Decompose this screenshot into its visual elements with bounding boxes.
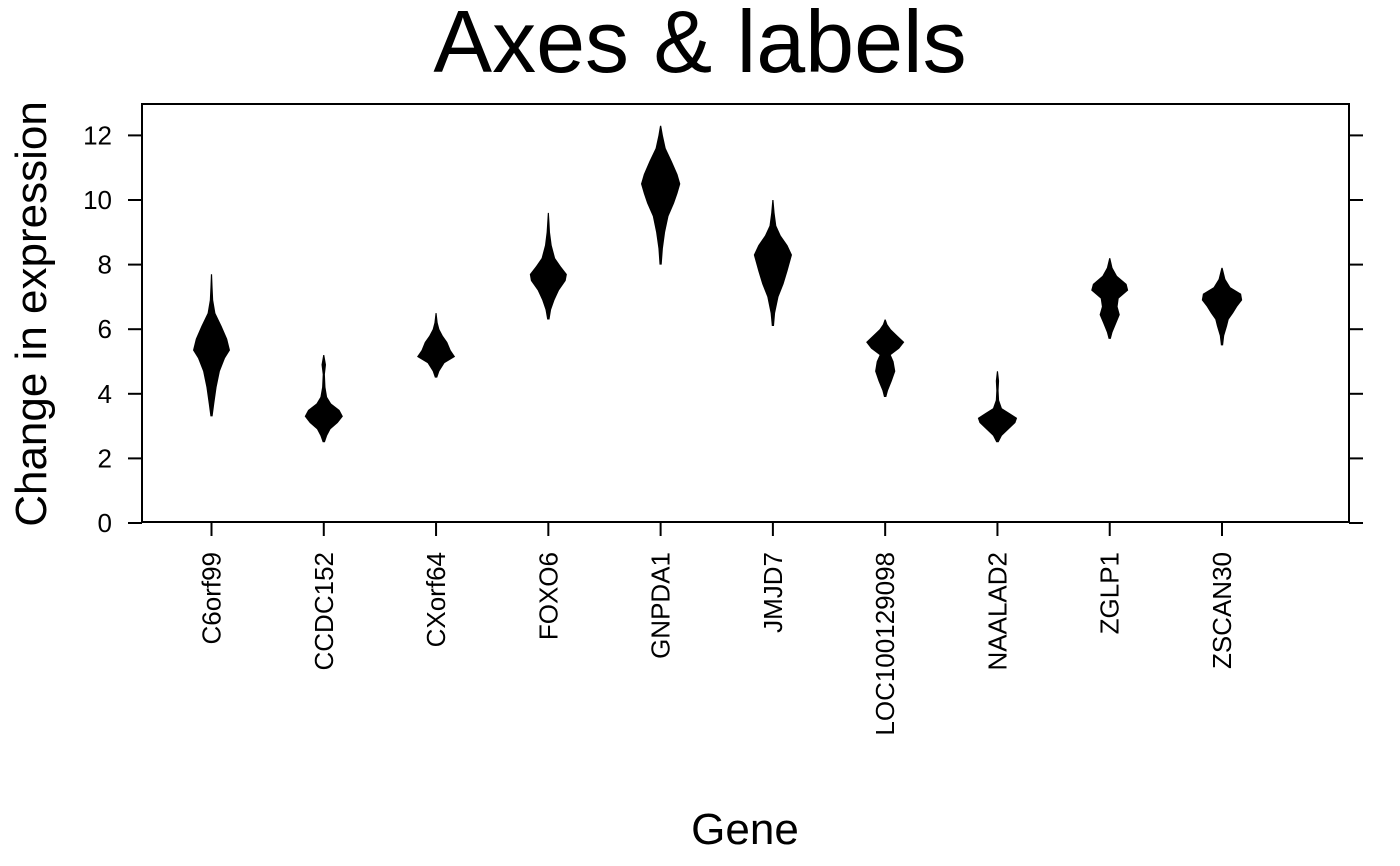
x-tick-label: ZSCAN30 xyxy=(1207,552,1237,669)
violin-zscan30 xyxy=(1201,267,1243,346)
y-tick-label: 8 xyxy=(98,250,112,280)
y-tick-label: 4 xyxy=(98,379,112,409)
chart-title: Axes & labels xyxy=(433,0,966,91)
x-tick-label: C6orf99 xyxy=(197,552,227,645)
x-tick-label: CCDC152 xyxy=(309,552,339,671)
violin-zglp1 xyxy=(1091,258,1129,339)
x-axis: C6orf99 CCDC152 CXorf64 FOXO6 GNPDA1 JMJD7 LOC… xyxy=(197,522,1237,736)
y-tick-label: 10 xyxy=(83,185,112,215)
x-tick-label: GNPDA1 xyxy=(646,552,676,659)
violin-foxo6 xyxy=(529,212,567,320)
x-tick-label: FOXO6 xyxy=(533,552,563,640)
y-tick-label: 12 xyxy=(83,120,112,150)
violin-jmjd7 xyxy=(753,200,792,326)
violin-cxorf64 xyxy=(417,313,456,378)
violin-gnpda1 xyxy=(641,125,681,265)
x-tick-label: JMJD7 xyxy=(758,552,788,633)
y-axis-title: Change in expression xyxy=(7,101,56,527)
violin-ccdc152 xyxy=(304,355,343,443)
y-tick-label: 2 xyxy=(98,443,112,473)
x-tick-label: LOC100129098 xyxy=(870,552,900,736)
violin-c6orf99 xyxy=(193,274,230,417)
y-axis: 0 2 4 6 8 10 12 xyxy=(83,120,1363,538)
violins xyxy=(193,125,1243,443)
violin-naalad2 xyxy=(977,371,1018,443)
y-tick-label: 6 xyxy=(98,314,112,344)
x-tick-label: NAALAD2 xyxy=(982,552,1012,671)
y-tick-label: 0 xyxy=(98,508,112,538)
x-tick-label: ZGLP1 xyxy=(1095,552,1125,634)
violin-loc100129098 xyxy=(866,319,905,398)
x-tick-label: CXorf64 xyxy=(421,552,451,647)
plot-frame xyxy=(141,103,1350,523)
x-axis-title: Gene xyxy=(691,805,799,854)
